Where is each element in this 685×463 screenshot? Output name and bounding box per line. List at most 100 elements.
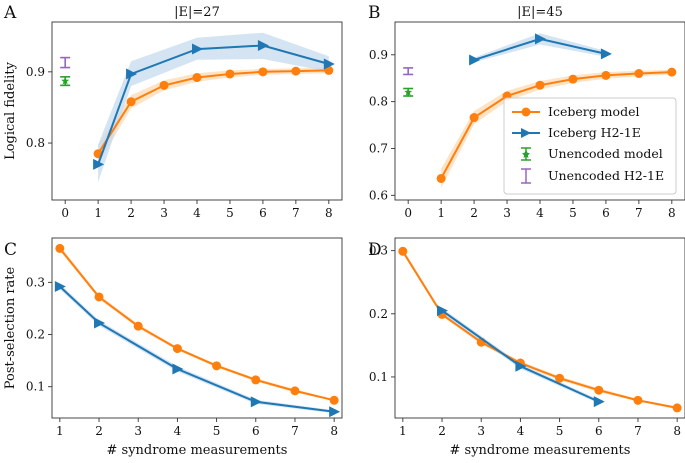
data-point-circle (634, 69, 644, 79)
x-tick-label: 7 (634, 424, 642, 438)
panel-letter: B (368, 3, 381, 23)
x-tick-label: 6 (595, 424, 603, 438)
data-point-circle (258, 67, 268, 77)
legend-label-iceberg-model: Iceberg model (548, 104, 639, 119)
legend-label-unencoded-h2: Unencoded H2-1E (548, 168, 664, 183)
data-point-triangle (593, 396, 605, 408)
axes-frame (394, 237, 685, 419)
data-point-circle (398, 246, 408, 256)
x-tick-label: 6 (602, 206, 610, 220)
data-point-circle (212, 361, 222, 371)
chart-title: |E|=45 (517, 5, 563, 20)
data-point-triangle (329, 406, 341, 418)
x-tick-label: 4 (174, 424, 182, 438)
data-point-circle (436, 173, 446, 183)
x-tick-label: 2 (470, 206, 478, 220)
x-tick-label: 3 (477, 424, 485, 438)
y-tick-label: 0.9 (26, 65, 45, 79)
x-tick-label: 7 (291, 424, 299, 438)
data-point-circle (133, 321, 143, 331)
x-tick-label: 5 (226, 206, 234, 220)
data-point-circle (568, 74, 578, 84)
legend-entry-iceberg-h2: Iceberg H2-1E (512, 125, 641, 140)
data-point-circle (594, 385, 604, 395)
data-point-circle (225, 69, 235, 79)
panel-d: D 1 2 3 4 5 6 7 8 0.1 0.2 0.3 # syndrome measurement… (368, 237, 685, 458)
panel-letter: A (3, 3, 17, 23)
legend-label-iceberg-h2: Iceberg H2-1E (548, 125, 641, 140)
axes-frame (51, 237, 343, 419)
data-point-circle (667, 67, 677, 77)
data-point-circle (126, 97, 136, 107)
data-point-triangle (600, 48, 612, 60)
data-point-triangle (469, 54, 481, 66)
data-point-triangle (54, 281, 66, 293)
data-point-star (404, 88, 413, 96)
x-tick-label: 1 (94, 206, 102, 220)
data-point-circle (469, 113, 479, 123)
confidence-band (98, 32, 329, 183)
y-tick-label: 0.9 (369, 48, 388, 62)
series-line (97, 69, 329, 155)
panel-c: C 1 2 3 4 5 6 7 8 0.1 0.2 0.3 Post-selection rate # s… (3, 237, 343, 458)
y-tick-label: 0.1 (26, 380, 45, 394)
y-axis-label: Logical fidelity (3, 61, 18, 159)
x-tick-label: 8 (330, 424, 338, 438)
x-tick-label: 7 (292, 206, 300, 220)
x-tick-label: 4 (193, 206, 201, 220)
legend-marker-triangle (521, 128, 531, 138)
data-point-circle (633, 395, 643, 405)
y-tick-label: 0.3 (26, 275, 45, 289)
confidence-band (441, 69, 672, 189)
legend: Iceberg model Iceberg H2-1E Unencoded mo… (503, 97, 677, 195)
data-point-triangle (323, 58, 335, 70)
data-point-circle (290, 386, 300, 396)
x-tick-label: 2 (95, 424, 103, 438)
y-tick-label: 0.6 (369, 188, 388, 202)
y-tick-label: 0.8 (26, 136, 45, 150)
x-tick-label: 5 (556, 424, 564, 438)
chart-title: |E|=27 (174, 5, 220, 20)
x-tick-label: 0 (61, 206, 69, 220)
data-point-circle (94, 292, 104, 302)
legend-marker-star (522, 150, 530, 158)
y-tick-label: 0.8 (369, 95, 388, 109)
x-tick-label: 8 (673, 424, 681, 438)
x-tick-label: 1 (56, 424, 64, 438)
x-tick-label: 5 (569, 206, 577, 220)
y-tick-label: 0.7 (369, 141, 388, 155)
legend-frame (503, 97, 677, 195)
data-point-circle (55, 243, 65, 253)
x-tick-label: 6 (259, 206, 267, 220)
y-tick-label: 0.1 (369, 370, 388, 384)
data-point-triangle (172, 363, 184, 375)
legend-entry-unencoded-h2: Unencoded H2-1E (521, 168, 664, 184)
y-tick-label: 0.3 (369, 244, 388, 258)
data-point-circle (192, 73, 202, 83)
data-point-circle (601, 70, 611, 80)
legend-marker-circle (521, 107, 531, 117)
confidence-band (402, 248, 678, 410)
y-tick-label: 0.2 (369, 307, 388, 321)
x-tick-label: 8 (668, 206, 676, 220)
data-point-circle (555, 373, 565, 383)
x-tick-label: 1 (399, 424, 407, 438)
data-point-circle (172, 344, 182, 354)
data-point-circle (672, 403, 682, 413)
series-line (440, 71, 672, 179)
series-line (441, 309, 600, 403)
x-tick-label: 6 (252, 424, 260, 438)
data-point-triangle (93, 158, 105, 170)
series-line (401, 250, 678, 409)
x-axis-label: # syndrome measurements (107, 443, 288, 458)
legend-entry-iceberg-model: Iceberg model (512, 104, 639, 119)
y-tick-label: 0.2 (26, 328, 45, 342)
legend-label-unencoded-model: Unencoded model (548, 146, 663, 161)
data-point-circle (324, 65, 334, 75)
x-tick-label: 4 (517, 424, 525, 438)
series-line (59, 247, 335, 402)
data-point-circle (251, 375, 261, 385)
data-point-triangle (192, 43, 203, 55)
data-point-circle (291, 66, 301, 76)
